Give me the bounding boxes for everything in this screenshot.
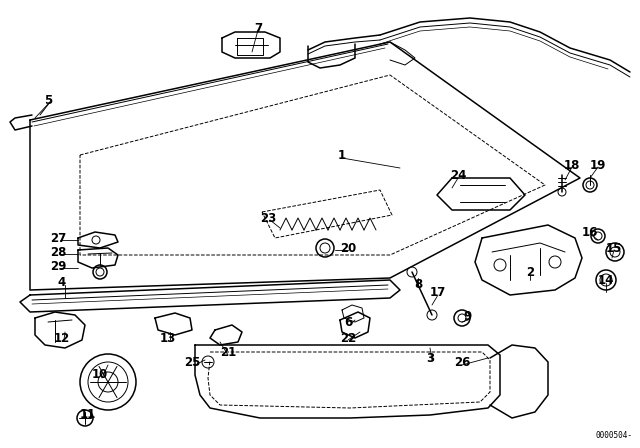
Text: 24: 24 (450, 168, 466, 181)
Text: 14: 14 (598, 273, 614, 287)
Text: 10: 10 (92, 369, 108, 382)
Text: 16: 16 (582, 225, 598, 238)
Text: 13: 13 (160, 332, 176, 345)
Text: 21: 21 (220, 345, 236, 358)
Text: 2: 2 (526, 266, 534, 279)
Text: 15: 15 (606, 241, 622, 254)
Text: 25: 25 (184, 356, 200, 369)
Text: 17: 17 (430, 285, 446, 298)
Text: 26: 26 (454, 356, 470, 369)
Text: 4: 4 (58, 276, 66, 289)
Text: 1: 1 (338, 148, 346, 161)
Text: 18: 18 (564, 159, 580, 172)
Text: 7: 7 (254, 22, 262, 34)
Text: 20: 20 (340, 241, 356, 254)
Text: 23: 23 (260, 211, 276, 224)
Text: 8: 8 (414, 279, 422, 292)
Text: 3: 3 (426, 352, 434, 365)
Text: 29: 29 (50, 259, 66, 272)
Text: 27: 27 (50, 232, 66, 245)
Text: 6: 6 (344, 315, 352, 328)
Text: 9: 9 (464, 310, 472, 323)
Text: 11: 11 (80, 409, 96, 422)
Text: 19: 19 (590, 159, 606, 172)
Text: 5: 5 (44, 94, 52, 107)
Text: 28: 28 (50, 246, 66, 258)
Text: 22: 22 (340, 332, 356, 345)
Text: 0000504-: 0000504- (595, 431, 632, 440)
Text: 12: 12 (54, 332, 70, 345)
